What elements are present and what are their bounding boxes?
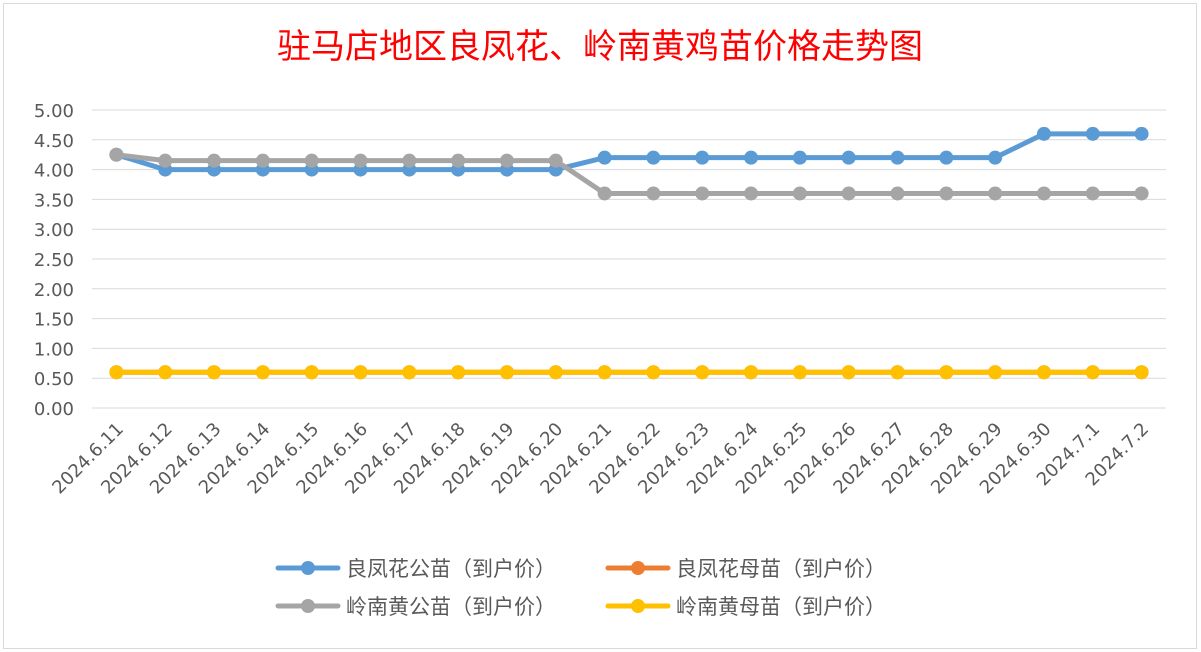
data-point (841, 150, 856, 165)
chart-title: 驻马店地区良凤花、岭南黄鸡苗价格走势图 (277, 27, 923, 67)
data-point (1134, 186, 1149, 201)
data-point (207, 153, 222, 168)
legend-item: 岭南黄公苗（到户价） (275, 595, 556, 619)
data-point (695, 365, 710, 380)
data-point (1085, 126, 1100, 141)
data-point (988, 365, 1003, 380)
data-point (646, 150, 661, 165)
data-point (841, 365, 856, 380)
data-point (744, 365, 759, 380)
data-point (402, 365, 417, 380)
data-point (792, 186, 807, 201)
data-point (792, 150, 807, 165)
y-tick-label: 3.50 (34, 190, 74, 211)
data-point (744, 186, 759, 201)
data-point (646, 186, 661, 201)
data-point (304, 153, 319, 168)
legend-label: 良凤花公苗（到户价） (346, 557, 556, 581)
legend: 良凤花公苗（到户价） 良凤花母苗（到户价） 岭南黄公苗（到户价） 岭南黄母苗（到户价） (275, 557, 886, 619)
data-point (158, 365, 173, 380)
data-point (939, 365, 954, 380)
series-line (113, 131, 1145, 173)
y-tick-label: 4.50 (34, 131, 74, 152)
data-point (158, 153, 173, 168)
data-point (597, 186, 612, 201)
y-tick-label: 1.50 (34, 310, 74, 331)
data-point (353, 365, 368, 380)
y-axis-ticks: 0.00 0.50 1.00 1.50 2.00 2.50 3.00 3.50 4.00 4.50… (34, 101, 74, 420)
data-point (451, 153, 466, 168)
data-point (744, 150, 759, 165)
series-3 (109, 365, 1149, 380)
series-lines (109, 126, 1149, 380)
data-point (255, 365, 270, 380)
data-point (1134, 126, 1149, 141)
legend-marker (301, 599, 315, 613)
data-point (548, 153, 563, 168)
data-point (304, 365, 319, 380)
data-point (939, 186, 954, 201)
series-line (113, 152, 1145, 196)
data-point (1036, 365, 1051, 380)
data-point (988, 150, 1003, 165)
data-point (890, 365, 905, 380)
y-tick-label: 0.50 (34, 369, 74, 390)
data-point (451, 365, 466, 380)
data-point (548, 365, 563, 380)
y-tick-label: 1.00 (34, 339, 74, 360)
data-point (1085, 365, 1100, 380)
legend-label: 良凤花母苗（到户价） (676, 557, 886, 581)
data-point (499, 365, 514, 380)
x-axis-ticks: 2024.6.112024.6.122024.6.132024.6.142024… (48, 419, 1153, 499)
data-point (499, 153, 514, 168)
data-point (695, 186, 710, 201)
data-point (841, 186, 856, 201)
legend-marker (301, 561, 315, 575)
legend-label: 岭南黄母苗（到户价） (676, 595, 886, 619)
legend-marker (631, 561, 645, 575)
y-tick-label: 0.00 (34, 399, 74, 420)
data-point (109, 147, 124, 162)
legend-marker (631, 599, 645, 613)
data-point (890, 186, 905, 201)
legend-item: 良凤花公苗（到户价） (275, 557, 556, 581)
y-tick-label: 5.00 (34, 101, 74, 122)
chart-frame (3, 3, 1197, 649)
data-point (939, 150, 954, 165)
data-point (695, 150, 710, 165)
legend-item: 岭南黄母苗（到户价） (605, 595, 886, 619)
data-point (1036, 186, 1051, 201)
data-point (1085, 186, 1100, 201)
legend-label: 岭南黄公苗（到户价） (346, 595, 556, 619)
y-tick-label: 2.00 (34, 280, 74, 301)
data-point (402, 153, 417, 168)
data-point (597, 365, 612, 380)
legend-item: 良凤花母苗（到户价） (605, 557, 886, 581)
y-tick-label: 2.50 (34, 250, 74, 271)
data-point (255, 153, 270, 168)
data-point (353, 153, 368, 168)
data-point (646, 365, 661, 380)
data-point (792, 365, 807, 380)
y-tick-label: 3.00 (34, 220, 74, 241)
series-2 (109, 147, 1149, 201)
data-point (207, 365, 222, 380)
data-point (1036, 126, 1051, 141)
data-point (988, 186, 1003, 201)
data-point (597, 150, 612, 165)
data-point (109, 365, 124, 380)
data-point (1134, 365, 1149, 380)
y-tick-label: 4.00 (34, 161, 74, 182)
data-point (890, 150, 905, 165)
